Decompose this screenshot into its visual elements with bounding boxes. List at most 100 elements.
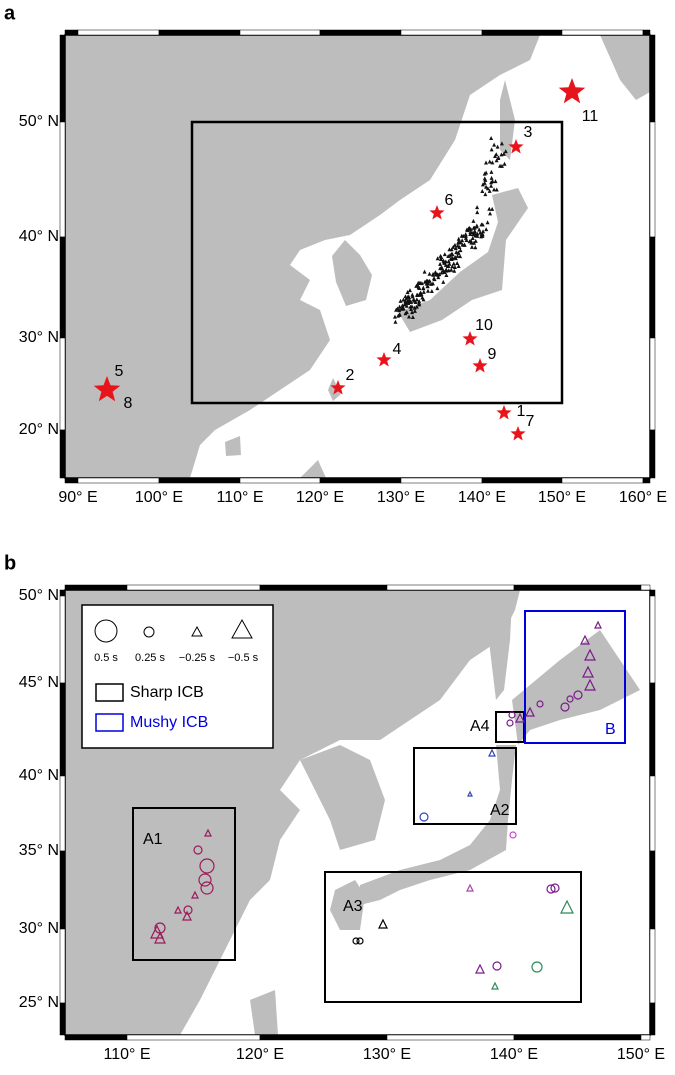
frame-tick <box>649 850 656 930</box>
x-tick-label: 130° E <box>377 489 425 506</box>
station <box>460 238 465 243</box>
y-tick-label: 40° N <box>19 228 59 245</box>
station <box>429 281 434 286</box>
marker <box>546 884 556 894</box>
event-star <box>472 358 488 373</box>
marker <box>560 702 570 712</box>
frame-tick <box>649 429 656 479</box>
station <box>407 288 412 293</box>
station <box>399 306 404 311</box>
region-label: A4 <box>470 718 490 735</box>
station <box>481 229 486 234</box>
panel-label: a <box>4 2 16 24</box>
frame-tick <box>59 429 66 479</box>
frame-tick <box>649 337 656 431</box>
frame-tick <box>59 595 66 684</box>
station <box>487 159 492 164</box>
station <box>471 225 476 230</box>
marker <box>174 905 182 914</box>
station <box>452 242 457 247</box>
station <box>452 265 457 270</box>
station <box>410 292 415 297</box>
station <box>499 163 504 168</box>
station <box>441 268 446 273</box>
marker <box>154 931 166 944</box>
marker <box>491 981 499 990</box>
frame-tick <box>640 1034 651 1041</box>
station <box>425 283 430 288</box>
marker <box>352 937 360 945</box>
marker <box>508 711 516 719</box>
frame-tick <box>77 477 160 484</box>
station <box>403 294 408 299</box>
x-tick-label: 140° E <box>490 1046 538 1063</box>
frame-tick <box>481 29 563 36</box>
frame-tick <box>59 121 66 238</box>
station <box>499 141 504 146</box>
event-star <box>429 205 445 220</box>
event-label: 1 <box>517 403 526 420</box>
station <box>495 144 500 149</box>
station <box>435 256 440 261</box>
station <box>494 187 499 192</box>
station <box>468 238 473 243</box>
station <box>494 158 499 163</box>
station <box>484 227 489 232</box>
frame-tick <box>649 928 656 1004</box>
frame-tick <box>126 1034 261 1041</box>
event-label: 8 <box>124 395 133 412</box>
frame-tick <box>259 1034 388 1041</box>
event-label: 3 <box>524 124 533 141</box>
event-star <box>496 405 512 420</box>
station <box>412 305 417 310</box>
station <box>489 183 494 188</box>
station <box>414 304 419 309</box>
station <box>452 268 457 273</box>
region-label: B <box>605 721 616 738</box>
y-tick-label: 30° N <box>19 329 59 346</box>
event-label: 5 <box>115 363 124 380</box>
station <box>503 149 508 154</box>
station <box>466 226 471 231</box>
station <box>398 298 403 303</box>
station <box>433 270 438 275</box>
station <box>473 238 478 243</box>
station <box>449 267 454 272</box>
station <box>443 262 448 267</box>
y-tick-label: 30° N <box>19 920 59 937</box>
marker <box>200 881 214 895</box>
station <box>493 179 498 184</box>
event-label: 9 <box>488 346 497 363</box>
x-tick-label: 130° E <box>363 1046 411 1063</box>
frame-tick <box>64 477 79 484</box>
station <box>447 261 452 266</box>
station <box>431 276 436 281</box>
station <box>482 180 487 185</box>
station <box>410 315 415 320</box>
frame-tick <box>64 29 79 36</box>
x-tick-label: 110° E <box>103 1046 150 1063</box>
x-tick-label: 120° E <box>236 1046 284 1063</box>
station <box>444 267 449 272</box>
station <box>404 296 409 301</box>
station <box>489 135 494 140</box>
station <box>480 182 485 187</box>
region-label: A2 <box>490 802 510 819</box>
frame-tick <box>59 1002 66 1036</box>
x-tick-label: 140° E <box>458 489 506 506</box>
marker <box>580 634 590 645</box>
event-star <box>508 139 524 154</box>
station <box>459 233 464 238</box>
station <box>441 279 446 284</box>
frame-tick <box>649 121 656 238</box>
station <box>482 176 487 181</box>
station <box>501 151 506 156</box>
station <box>454 250 459 255</box>
station <box>422 269 427 274</box>
station <box>404 303 409 308</box>
event-star <box>462 331 478 346</box>
x-tick-label: 160° E <box>619 489 667 506</box>
marker <box>488 748 496 757</box>
frame-tick <box>59 775 66 852</box>
station <box>488 211 493 216</box>
